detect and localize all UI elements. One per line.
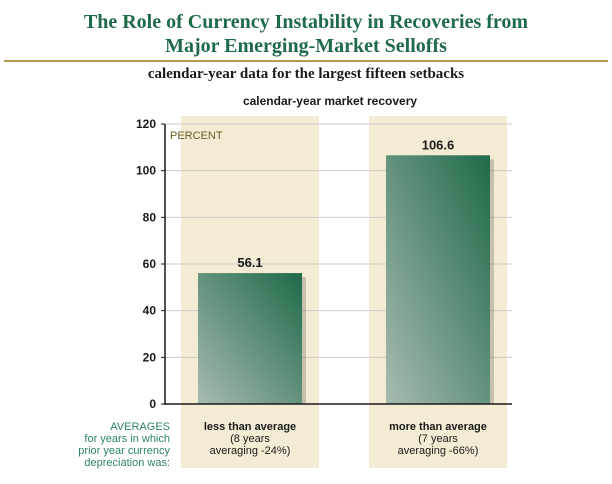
- title-divider: [4, 60, 608, 62]
- data-label-1: 56.1: [237, 255, 262, 270]
- category-label-less: less than average (8 years averaging -24…: [180, 421, 320, 457]
- bars: [198, 155, 494, 404]
- y-tick-label-0: 0: [149, 397, 156, 411]
- category-note-line-1: (8 years: [230, 433, 270, 445]
- averages-row-header: AVERAGES for years in which prior year c…: [40, 421, 170, 469]
- title-line-1: The Role of Currency Instability in Reco…: [83, 11, 529, 33]
- y-tick-label-60: 60: [143, 257, 157, 271]
- title-line-2: Major Emerging-Market Selloffs: [165, 35, 447, 57]
- y-tick-labels: 0 20 40 60 80 100 120: [136, 117, 156, 411]
- row-header-line-2: for years in which: [84, 433, 170, 445]
- row-header-line-4: depreciation was:: [84, 457, 170, 469]
- y-tick-label-20: 20: [143, 350, 157, 364]
- bar-1: [198, 273, 302, 404]
- category-note-line-2: averaging -66%): [397, 445, 479, 457]
- category-label-more: more than average (7 years averaging -66…: [368, 421, 508, 457]
- category-note-line-1: (7 years: [418, 433, 458, 445]
- category-name: less than average: [203, 421, 297, 433]
- plot-title: calendar-year market recovery: [243, 94, 417, 108]
- y-tick-label-100: 100: [136, 164, 156, 178]
- category-note-line-2: averaging -24%): [209, 445, 291, 457]
- row-header-line-3: prior year currency: [78, 445, 170, 457]
- y-axis-label: PERCENT: [170, 130, 223, 142]
- axes: [161, 123, 512, 405]
- y-tick-label-40: 40: [143, 304, 157, 318]
- y-tick-label-120: 120: [136, 117, 156, 131]
- row-header-line-1: AVERAGES: [110, 421, 170, 433]
- category-name: more than average: [389, 421, 487, 433]
- y-tick-label-80: 80: [143, 210, 157, 224]
- data-labels: 56.1 106.6: [237, 137, 454, 270]
- data-label-2: 106.6: [422, 137, 455, 152]
- chart-subtitle: calendar-year data for the largest fifte…: [147, 66, 465, 82]
- bar-2: [386, 155, 490, 404]
- chart-title: The Role of Currency Instability in Reco…: [0, 10, 612, 58]
